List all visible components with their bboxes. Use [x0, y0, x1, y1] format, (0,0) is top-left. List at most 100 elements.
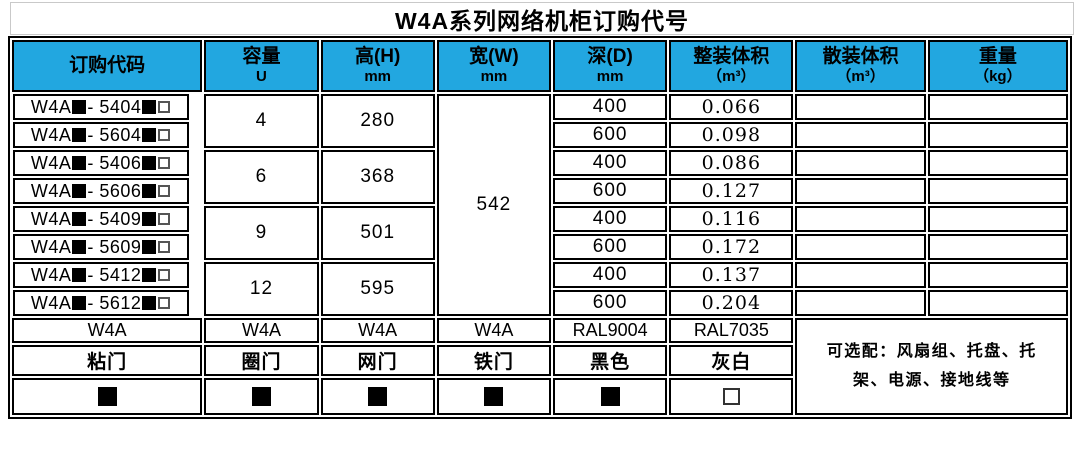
bulk-volume-cell: [795, 206, 926, 232]
filled-square-icon: [72, 268, 87, 282]
door-type-cell: 圈门: [204, 345, 319, 376]
empty-square-icon: [158, 157, 171, 169]
height-cell: 280: [320, 94, 435, 148]
height-cell: 501: [320, 206, 435, 260]
order-code: W4A - 5409: [13, 206, 190, 232]
filled-square-icon: [142, 296, 157, 310]
weight-cell: [927, 122, 1068, 148]
door-type-cell: 粘门: [12, 345, 203, 376]
order-code: W4A - 5604: [13, 122, 190, 148]
col-header-depth: 深(D) mm: [553, 40, 668, 92]
door-type-cell: 网门: [320, 345, 435, 376]
header-row: 订购代码 容量 U 高(H) mm 宽(W) mm 深(D) mm 整装体积 （m³） 散…: [12, 40, 1068, 92]
capacity-cell: 9: [204, 206, 319, 260]
assembled-volume-cell: 0.098: [669, 122, 794, 148]
series-cell: W4A: [436, 318, 552, 343]
assembled-volume-cell: 0.116: [669, 206, 794, 232]
depth-cell: 400: [553, 206, 668, 232]
square-cell: [669, 378, 794, 415]
filled-square-icon: [97, 387, 117, 406]
width-cell: 542: [436, 94, 552, 316]
col-header-assembled-volume: 整装体积 （m³）: [669, 40, 794, 92]
filled-square-icon: [72, 240, 87, 254]
table-row: W4A - 5412 12 595 400 0.137: [12, 262, 1068, 316]
assembled-volume-cell: 0.137: [669, 262, 794, 288]
table-row: W4A - 5612 600 0.204: [12, 290, 1068, 316]
color-name-cell: 黑色: [553, 345, 668, 376]
weight-cell: [927, 234, 1068, 260]
depth-cell: 600: [553, 290, 668, 316]
empty-square-icon: [158, 269, 171, 281]
filled-square-icon: [72, 212, 87, 226]
filled-square-icon: [251, 387, 271, 406]
door-type-cell: 铁门: [436, 345, 552, 376]
col-header-bulk-volume: 散装体积 （m³）: [795, 40, 926, 92]
series-cell: W4A: [204, 318, 319, 343]
color-name-cell: 灰白: [669, 345, 794, 376]
filled-square-icon: [142, 184, 157, 198]
code-number: - 5412: [87, 264, 142, 285]
table-row: 粘门 圈门 网门 铁门 黑色 灰白: [12, 345, 1068, 376]
empty-square-icon: [722, 388, 740, 405]
col-header-order-code: 订购代码: [12, 40, 203, 92]
bulk-volume-cell: [795, 150, 926, 176]
depth-cell: 600: [553, 122, 668, 148]
filled-square-icon: [142, 240, 157, 254]
depth-cell: 400: [553, 262, 668, 288]
col-header-capacity: 容量 U: [204, 40, 319, 92]
bulk-volume-cell: [795, 290, 926, 316]
capacity-cell: 6: [204, 150, 319, 204]
table-row: [12, 378, 1068, 415]
code-number: - 5404: [87, 96, 142, 117]
bulk-volume-cell: [795, 234, 926, 260]
capacity-cell: 4: [204, 94, 319, 148]
code-prefix: W4A: [30, 208, 72, 229]
color-code-cell: RAL9004: [553, 318, 668, 343]
square-cell: [204, 378, 319, 415]
table-row: W4A - 5609 600 0.172: [12, 234, 1068, 260]
bulk-volume-cell: [795, 122, 926, 148]
weight-cell: [927, 290, 1068, 316]
options-note-cell: 可选配：风扇组、托盘、托架、电源、接地线等: [795, 318, 1068, 415]
depth-cell: 600: [553, 178, 668, 204]
bulk-volume-cell: [795, 94, 926, 120]
code-prefix: W4A: [30, 152, 72, 173]
col-header-height: 高(H) mm: [320, 40, 435, 92]
filled-square-icon: [142, 156, 157, 170]
empty-square-icon: [158, 185, 171, 197]
weight-cell: [927, 94, 1068, 120]
square-cell: [553, 378, 668, 415]
square-cell: [320, 378, 435, 415]
weight-cell: [927, 262, 1068, 288]
code-number: - 5406: [87, 152, 142, 173]
empty-square-icon: [158, 101, 171, 113]
empty-square-icon: [158, 213, 171, 225]
series-cell: W4A: [320, 318, 435, 343]
filled-square-icon: [72, 128, 87, 142]
weight-cell: [927, 178, 1068, 204]
depth-cell: 600: [553, 234, 668, 260]
filled-square-icon: [72, 156, 87, 170]
order-code-table: 订购代码 容量 U 高(H) mm 宽(W) mm 深(D) mm 整装体积 （m³） 散…: [8, 36, 1072, 419]
code-number: - 5606: [87, 180, 142, 201]
filled-square-icon: [72, 100, 87, 114]
height-cell: 368: [320, 150, 435, 204]
code-prefix: W4A: [30, 292, 72, 313]
weight-cell: [927, 206, 1068, 232]
code-number: - 5409: [87, 208, 142, 229]
depth-cell: 400: [553, 94, 668, 120]
filled-square-icon: [368, 387, 388, 406]
filled-square-icon: [72, 296, 87, 310]
capacity-cell: 12: [204, 262, 319, 316]
assembled-volume-cell: 0.086: [669, 150, 794, 176]
assembled-volume-cell: 0.172: [669, 234, 794, 260]
order-code: W4A - 5609: [13, 234, 190, 260]
assembled-volume-cell: 0.066: [669, 94, 794, 120]
empty-square-icon: [158, 297, 171, 309]
code-prefix: W4A: [30, 180, 72, 201]
table-row: W4A W4A W4A W4A RAL9004 RAL7035 可选配：风扇组、…: [12, 318, 1068, 415]
filled-square-icon: [142, 212, 157, 226]
filled-square-icon: [142, 268, 157, 282]
table-row: W4A - 5404 4 280 542 400 0.066: [12, 94, 1068, 316]
